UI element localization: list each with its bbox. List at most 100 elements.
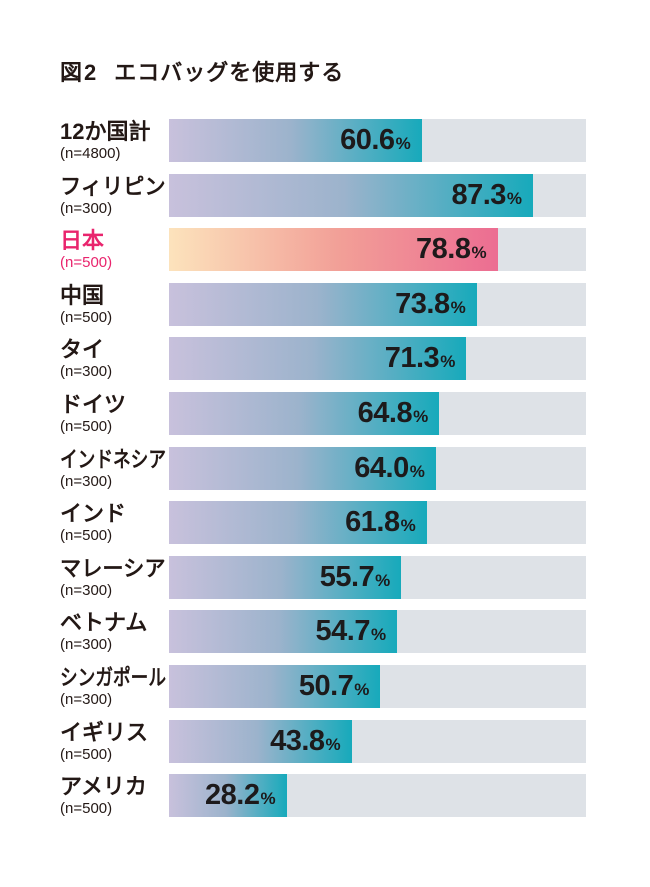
percent-sign: %: [413, 406, 429, 426]
sample-size-label: (n=500): [60, 254, 113, 272]
chart-row: マレーシア (n=300) 55.7%: [60, 555, 586, 599]
percent-sign: %: [400, 516, 416, 536]
bar-fill: 60.6%: [169, 119, 422, 162]
bar-track: 61.8%: [169, 501, 586, 545]
figure-title-text: エコバッグを使用する: [114, 60, 345, 85]
percent-sign: %: [440, 352, 456, 372]
value-label-group: 54.7%: [316, 617, 387, 646]
value-label: 60.6: [340, 124, 395, 156]
percent-sign: %: [260, 789, 276, 809]
country-label: アメリカ: [60, 774, 147, 800]
sample-size-label: (n=300): [60, 636, 113, 654]
percent-sign: %: [325, 734, 341, 754]
value-label-group: 71.3%: [385, 344, 456, 373]
chart-row: 日本 (n=500) 78.8%: [60, 228, 586, 272]
row-label: ベトナム (n=300): [60, 610, 169, 653]
sample-size-label: (n=500): [60, 417, 113, 435]
value-label: 28.2: [205, 779, 260, 812]
value-label: 64.0: [354, 451, 409, 484]
value-label-group: 50.7%: [298, 669, 370, 702]
country-label: ドイツ: [60, 391, 127, 417]
sample-size-label: (n=500): [60, 745, 113, 763]
percent-sign: %: [409, 461, 425, 481]
row-label: インド (n=500): [60, 501, 169, 544]
country-label: フィリピン: [60, 173, 166, 199]
row-label: イギリス (n=500): [60, 720, 169, 763]
bar-track: 60.6%: [169, 119, 586, 162]
row-label: タイ (n=300): [60, 337, 169, 380]
chart-row: フィリピン (n=300) 87.3%: [60, 173, 586, 217]
percent-sign: %: [506, 188, 523, 208]
chart-row: ドイツ (n=500) 64.8%: [60, 391, 586, 435]
chart-row: イギリス (n=500) 43.8%: [60, 719, 586, 763]
value-label-group: 73.8%: [395, 287, 466, 320]
country-label: シンガポール: [60, 664, 167, 690]
row-label: アメリカ (n=500): [60, 774, 169, 817]
bar-fill: 78.8%: [169, 228, 498, 272]
bar-fill: 55.7%: [169, 555, 402, 599]
value-label-group: 64.0%: [354, 451, 425, 484]
row-label: 日本 (n=500): [60, 228, 169, 271]
value-label: 61.8: [345, 506, 400, 539]
value-label: 73.8: [395, 287, 450, 320]
bar-fill: 54.7%: [169, 610, 398, 654]
bar-fill: 61.8%: [169, 501, 427, 545]
sample-size-label: (n=4800): [60, 145, 121, 162]
bar-track: 43.8%: [169, 719, 586, 763]
value-label: 54.7: [315, 615, 371, 648]
bar-fill: 71.3%: [169, 337, 467, 381]
country-label: マレーシア: [60, 555, 166, 581]
chart-row: タイ (n=300) 71.3%: [60, 337, 586, 381]
percent-sign: %: [395, 134, 411, 153]
percent-sign: %: [375, 570, 391, 590]
percent-sign: %: [370, 625, 387, 645]
sample-size-label: (n=300): [60, 690, 113, 708]
bar-chart: 12か国計 (n=4800) 60.6% フィリピン (n=300) 87.3%…: [60, 119, 586, 818]
value-label: 87.3: [451, 178, 506, 211]
value-label: 50.7: [298, 669, 354, 702]
chart-row: アメリカ (n=500) 28.2%: [60, 774, 586, 818]
bar-fill: 43.8%: [169, 719, 352, 763]
bar-fill: 28.2%: [169, 774, 287, 818]
country-label: インド: [60, 501, 127, 527]
value-label: 43.8: [270, 724, 325, 757]
bar-track: 55.7%: [169, 555, 586, 599]
country-label: インドネシア: [60, 446, 167, 472]
sample-size-label: (n=300): [60, 472, 113, 490]
sample-size-label: (n=300): [60, 199, 113, 217]
country-label: 12か国計: [60, 119, 151, 144]
country-label: ベトナム: [60, 610, 148, 636]
bar-track: 71.3%: [169, 337, 586, 381]
value-label-group: 43.8%: [270, 724, 341, 757]
value-label-group: 78.8%: [416, 235, 487, 264]
value-label-group: 55.7%: [320, 562, 391, 592]
chart-row: 中国 (n=500) 73.8%: [60, 282, 586, 326]
figure-number: 図2: [60, 60, 99, 85]
bar-fill: 64.8%: [169, 391, 440, 435]
value-label-group: 64.8%: [357, 396, 429, 429]
value-label: 64.8: [357, 396, 413, 429]
value-label: 71.3: [384, 342, 440, 375]
country-label: タイ: [60, 337, 105, 363]
country-label: イギリス: [60, 719, 149, 745]
bar-track: 87.3%: [169, 173, 586, 217]
country-label: 日本: [60, 228, 105, 254]
chart-row: インドネシア (n=300) 64.0%: [60, 446, 586, 490]
value-label-group: 60.6%: [340, 126, 411, 155]
chart-row: インド (n=500) 61.8%: [60, 501, 586, 545]
value-label-group: 87.3%: [451, 178, 523, 211]
sample-size-label: (n=500): [60, 527, 113, 545]
value-label: 78.8: [416, 233, 471, 266]
bar-track: 28.2%: [169, 774, 586, 818]
bar-track: 54.7%: [169, 610, 586, 654]
bar-fill: 87.3%: [169, 173, 534, 217]
bar-track: 73.8%: [169, 282, 586, 326]
row-label: ドイツ (n=500): [60, 392, 169, 435]
sample-size-label: (n=500): [60, 308, 113, 326]
bar-track: 64.8%: [169, 391, 586, 435]
row-label: 中国 (n=500): [60, 283, 169, 326]
bar-fill: 64.0%: [169, 446, 436, 490]
bar-track: 50.7%: [169, 664, 586, 708]
row-label: フィリピン (n=300): [60, 174, 169, 217]
